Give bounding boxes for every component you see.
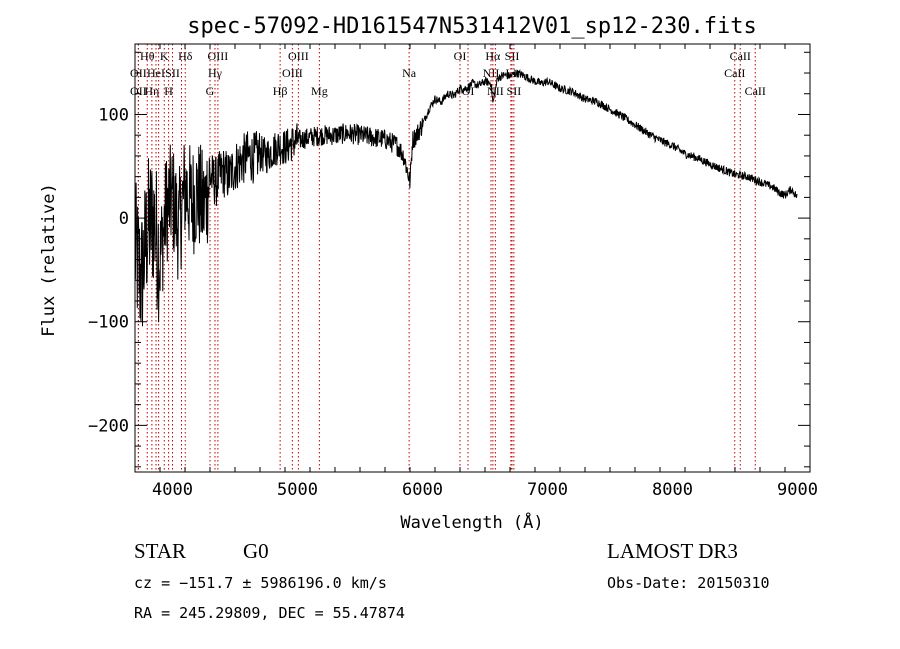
x-tick-label: 4000 xyxy=(152,480,193,500)
y-tick-label: −200 xyxy=(88,416,129,436)
line-marker-label: Hθ xyxy=(140,49,155,63)
line-marker-label: OII xyxy=(130,84,147,98)
line-marker-label: Hγ xyxy=(208,66,223,80)
line-marker-label: OI xyxy=(454,49,467,63)
line-marker-label: CaII xyxy=(745,84,766,98)
y-tick-label: 0 xyxy=(119,209,129,229)
x-tick-label: 9000 xyxy=(777,480,818,500)
x-tick-label: 7000 xyxy=(527,480,568,500)
x-tick-label: 6000 xyxy=(402,480,443,500)
line-marker-label: OIII xyxy=(288,49,309,63)
line-marker-label: K xyxy=(160,49,169,63)
line-marker-label: Mg xyxy=(311,84,328,98)
line-marker-label: SII xyxy=(165,66,180,80)
x-tick-label: 8000 xyxy=(652,480,693,500)
axis-ticks: 4000 5000 6000 7000 8000 9000 −200 −100 0 100 xyxy=(88,44,818,500)
x-axis-label: Wavelength (Å) xyxy=(400,511,543,533)
spectral-subclass: G0 xyxy=(243,539,269,563)
line-marker-label: SII xyxy=(505,49,520,63)
x-tick-label: 5000 xyxy=(277,480,318,500)
line-marker-label: OIII xyxy=(208,49,229,63)
spectrum-line-0 xyxy=(134,69,798,327)
chart-title: spec-57092-HD161547N531412V01_sp12-230.f… xyxy=(187,14,757,39)
y-tick-label: −100 xyxy=(88,313,129,333)
line-marker-label: Hβ xyxy=(273,84,288,98)
line-marker-label: CaII xyxy=(730,49,751,63)
obs-date: Obs-Date: 20150310 xyxy=(607,574,770,592)
plot-frame xyxy=(134,43,811,473)
line-marker-label: Hα xyxy=(485,49,501,63)
y-tick-label: 100 xyxy=(98,105,129,125)
line-marker-label: Na xyxy=(402,66,417,80)
line-marker-label: SII xyxy=(507,84,522,98)
line-marker-label: Hδ xyxy=(178,49,193,63)
line-markers: OIIOIIHθHηHeIKHSIIHδGHγOIIIHβOIIIOIIIMgN… xyxy=(130,44,766,472)
line-marker-label: G xyxy=(206,84,215,98)
spectrum-series xyxy=(134,69,798,327)
object-type: STAR xyxy=(134,539,186,563)
coordinates: RA = 245.29809, DEC = 55.47874 xyxy=(134,604,405,622)
line-marker-label: H xyxy=(164,84,173,98)
line-marker-label: CaII xyxy=(724,66,745,80)
survey-label: LAMOST DR3 xyxy=(607,539,738,563)
line-marker-label: HeI xyxy=(147,66,165,80)
velocity-readout: cz = −151.7 ± 5986196.0 km/s xyxy=(134,574,387,592)
line-marker-label: Li xyxy=(506,66,517,80)
line-marker-label: Hη xyxy=(144,84,159,98)
line-marker-label: OIII xyxy=(282,66,303,80)
y-axis-label: Flux (relative) xyxy=(39,183,59,337)
